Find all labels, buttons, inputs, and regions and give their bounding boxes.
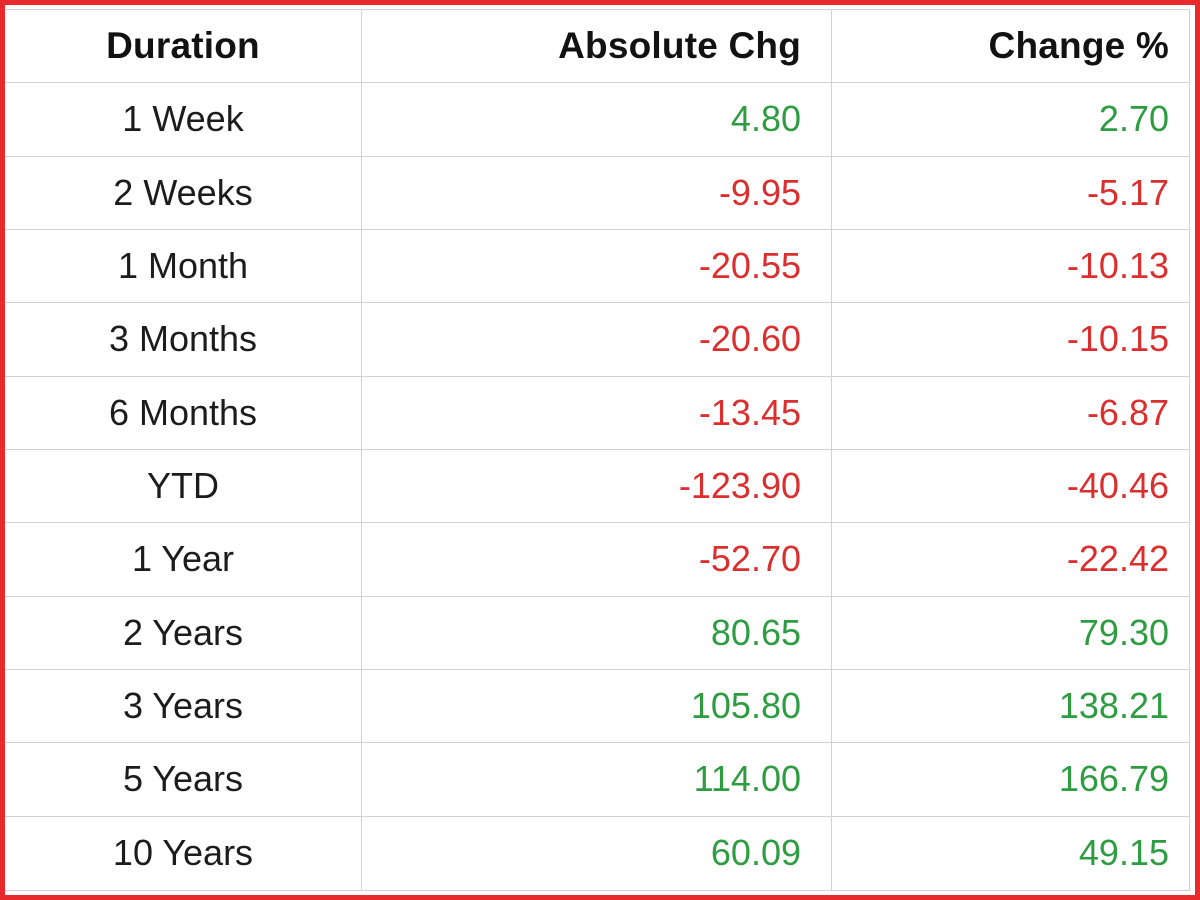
change-percent-cell: -6.87: [1086, 391, 1169, 433]
table-row: 3 Months -20.60 -10.15: [5, 303, 1189, 377]
performance-table: Duration Absolute Chg Change % 1 Week 4.…: [5, 9, 1190, 891]
absolute-change-cell: -123.90: [362, 450, 832, 523]
column-header-duration: Duration: [5, 10, 362, 83]
duration-cell: 3 Months: [5, 303, 362, 376]
absolute-change-cell: -9.95: [362, 156, 832, 229]
change-percent-cell: 166.79: [1058, 758, 1169, 800]
absolute-change-cell: 105.80: [362, 670, 832, 743]
table-row: 3 Years 105.80 138.21: [5, 670, 1189, 744]
table-row: 5 Years 114.00 166.79: [5, 743, 1189, 817]
absolute-change-cell: 60.09: [362, 816, 832, 890]
duration-cell: 5 Years: [5, 743, 362, 816]
table-row: YTD -123.90 -40.46: [5, 450, 1189, 524]
table-row: 1 Year -52.70 -22.42: [5, 523, 1189, 597]
duration-cell: 1 Month: [5, 230, 362, 303]
table-row: 2 Years 80.65 79.30: [5, 596, 1189, 670]
change-percent-cell: -40.46: [1066, 465, 1169, 507]
change-percent-cell: 138.21: [1058, 685, 1169, 727]
duration-cell: 2 Weeks: [5, 156, 362, 229]
change-percent-cell: 49.15: [1078, 832, 1169, 874]
duration-cell: 3 Years: [5, 670, 362, 743]
change-percent-cell: 79.30: [1078, 611, 1169, 653]
duration-cell: 1 Week: [5, 83, 362, 156]
change-percent-cell: -22.42: [1066, 538, 1169, 580]
table-row: 1 Week 4.80 2.70: [5, 83, 1189, 157]
absolute-change-cell: -20.60: [362, 303, 832, 376]
absolute-change-cell: -20.55: [362, 230, 832, 303]
duration-cell: YTD: [5, 450, 362, 523]
duration-cell: 2 Years: [5, 596, 362, 669]
absolute-change-cell: -13.45: [362, 376, 832, 449]
change-percent-cell: 2.70: [1098, 98, 1169, 140]
absolute-change-cell: -52.70: [362, 523, 832, 596]
duration-cell: 6 Months: [5, 376, 362, 449]
table-row: 6 Months -13.45 -6.87: [5, 376, 1189, 450]
column-header-absolute-chg: Absolute Chg: [362, 10, 832, 83]
column-header-change-percent: Change %: [988, 25, 1169, 67]
table-row: 2 Weeks -9.95 -5.17: [5, 156, 1189, 230]
table-row: 1 Month -20.55 -10.13: [5, 230, 1189, 304]
change-percent-cell: -10.13: [1066, 245, 1169, 287]
absolute-change-cell: 4.80: [362, 83, 832, 156]
table-header-row: Duration Absolute Chg Change %: [5, 10, 1189, 84]
absolute-change-cell: 80.65: [362, 596, 832, 669]
change-percent-cell: -10.15: [1066, 318, 1169, 360]
absolute-change-cell: 114.00: [362, 743, 832, 816]
table-row: 10 Years 60.09 49.15: [5, 816, 1189, 890]
change-percent-cell: -5.17: [1086, 171, 1169, 213]
duration-cell: 10 Years: [5, 816, 362, 890]
duration-cell: 1 Year: [5, 523, 362, 596]
